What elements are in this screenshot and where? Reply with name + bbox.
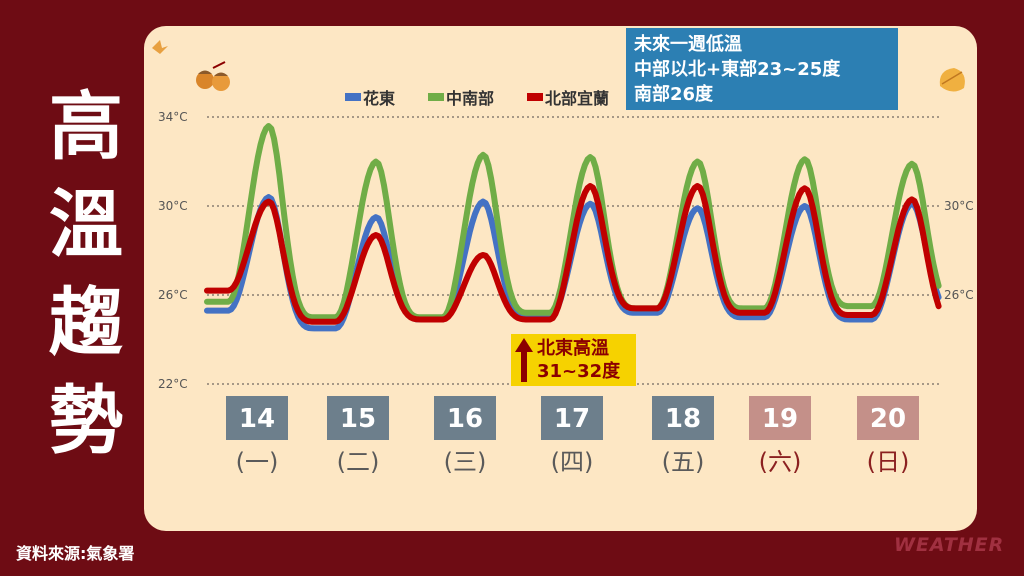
date-label: 17: [554, 404, 590, 434]
day-box: [226, 396, 288, 440]
leaf-icon: [939, 68, 965, 92]
acorn-icon: [196, 61, 230, 91]
title-char: 勢: [49, 378, 123, 464]
weekday-label: (一): [236, 448, 279, 476]
y-tick-label: 30°C: [158, 199, 188, 213]
info-line: 未來一週低溫: [634, 34, 742, 55]
alert-line: 31~32度: [537, 361, 621, 382]
y-tick-label-right: 26°C: [944, 288, 974, 302]
legend-swatch: [345, 93, 361, 101]
title-char: 溫: [49, 182, 123, 268]
legend-swatch: [428, 93, 444, 101]
day-box: [327, 396, 389, 440]
weekday-label: (六): [759, 448, 802, 476]
day-box: [857, 396, 919, 440]
weekday-label: (二): [337, 448, 380, 476]
y-tick-label: 22°C: [158, 377, 188, 391]
data-source: 資料來源:氣象署: [16, 544, 135, 563]
legend-label: 中南部: [446, 89, 494, 108]
day-box: [541, 396, 603, 440]
north-yilan-line: [204, 183, 942, 325]
info-line: 中部以北+東部23~25度: [634, 59, 841, 80]
day-box: [749, 396, 811, 440]
title-char: 趨: [49, 280, 123, 366]
date-label: 20: [870, 404, 906, 434]
y-tick-label: 26°C: [158, 288, 188, 302]
leaf-icon: [152, 40, 168, 54]
title-char: 高: [49, 84, 123, 170]
low-temp-info-box: 未來一週低溫 中部以北+東部23~25度 南部26度: [626, 28, 898, 110]
weekday-label: (三): [444, 448, 487, 476]
weekday-label: (日): [867, 448, 910, 476]
alert-line: 北東高溫: [537, 338, 609, 359]
title-column: 高 溫 趨 勢: [38, 78, 134, 470]
date-label: 19: [762, 404, 798, 434]
brand-logo: WEATHER: [894, 534, 1005, 556]
weekday-label: (四): [551, 448, 594, 476]
date-label: 15: [340, 404, 376, 434]
central-south-line: [204, 123, 942, 321]
date-label: 18: [665, 404, 701, 434]
weekday-label: (五): [662, 448, 705, 476]
high-temp-alert: 北東高溫 31~32度: [511, 334, 636, 386]
y-tick-label-right: 30°C: [944, 199, 974, 213]
day-box: [652, 396, 714, 440]
up-arrow-icon: [511, 338, 537, 382]
info-line: 南部26度: [634, 84, 714, 105]
y-tick-label: 34°C: [158, 110, 188, 124]
day-box: [434, 396, 496, 440]
date-label: 16: [447, 404, 483, 434]
legend-label: 北部宜蘭: [545, 89, 609, 108]
date-label: 14: [239, 404, 275, 434]
legend-swatch: [527, 93, 543, 101]
legend-label: 花東: [363, 89, 395, 108]
